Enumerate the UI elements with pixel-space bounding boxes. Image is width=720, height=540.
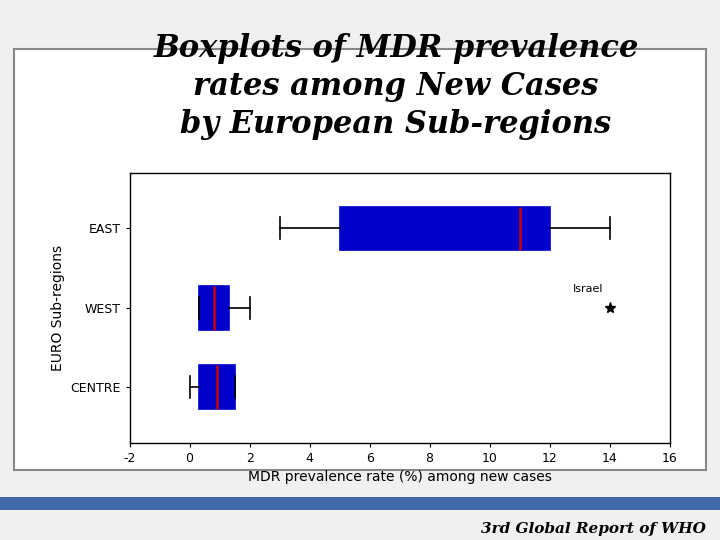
Text: Boxplots of MDR prevalence: Boxplots of MDR prevalence [153, 33, 639, 64]
Text: rates among New Cases: rates among New Cases [193, 71, 599, 102]
PathPatch shape [340, 207, 549, 250]
PathPatch shape [199, 286, 228, 329]
Text: by European Sub-regions: by European Sub-regions [181, 109, 611, 140]
Text: 3rd Global Report of WHO: 3rd Global Report of WHO [481, 522, 706, 536]
FancyBboxPatch shape [0, 497, 720, 510]
Y-axis label: EURO Sub-regions: EURO Sub-regions [50, 245, 65, 371]
Text: Israel: Israel [573, 284, 603, 294]
X-axis label: MDR prevalence rate (%) among new cases: MDR prevalence rate (%) among new cases [248, 470, 552, 484]
PathPatch shape [199, 366, 235, 409]
